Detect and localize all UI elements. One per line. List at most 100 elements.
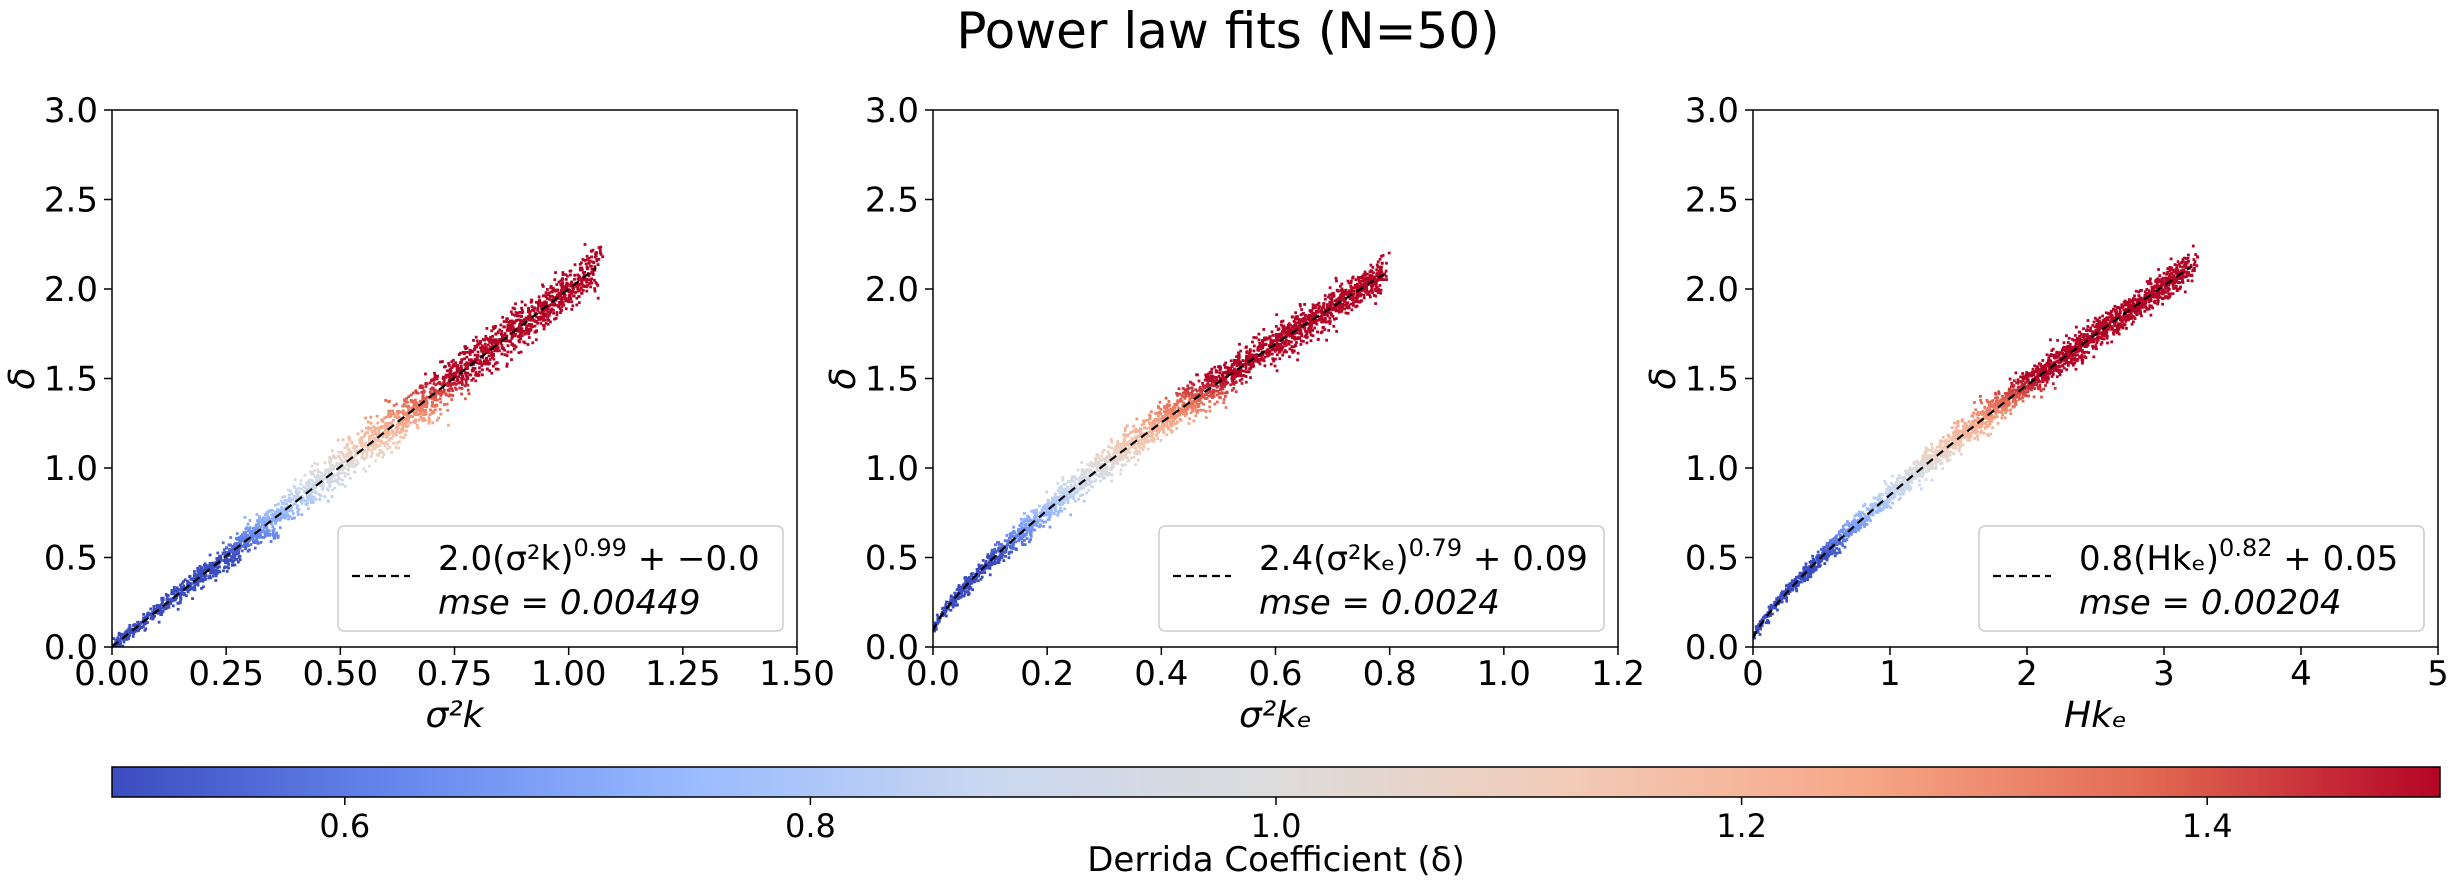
scatter-point: [1142, 445, 1146, 449]
scatter-point: [250, 537, 254, 541]
scatter-point: [474, 379, 478, 383]
scatter-point: [518, 314, 521, 318]
scatter-point: [546, 306, 550, 310]
scatter-point: [282, 501, 285, 505]
scatter-point: [1135, 430, 1138, 434]
scatter-point: [1018, 524, 1022, 527]
scatter-point: [1022, 520, 1026, 524]
scatter-point: [518, 323, 521, 327]
scatter-point: [295, 506, 299, 510]
scatter-point: [474, 373, 477, 377]
scatter-point: [1090, 463, 1093, 466]
scatter-point: [990, 552, 993, 556]
scatter-point: [1150, 425, 1154, 429]
scatter-point: [317, 470, 321, 474]
scatter-point: [1023, 512, 1026, 515]
scatter-point: [372, 437, 376, 440]
scatter-point: [1309, 339, 1313, 343]
scatter-point: [1079, 477, 1082, 480]
scatter-point: [1330, 306, 1333, 310]
scatter-point: [1221, 391, 1224, 395]
scatter-point: [1218, 368, 1222, 372]
scatter-point: [586, 258, 589, 262]
scatter-point: [1125, 456, 1129, 459]
scatter-point: [453, 386, 457, 390]
scatter-point: [209, 568, 213, 572]
scatter-point: [355, 463, 359, 467]
scatter-point: [425, 405, 429, 409]
scatter-point: [193, 572, 197, 576]
scatter-point: [1047, 503, 1050, 507]
scatter-point: [1224, 361, 1228, 365]
scatter-point: [280, 506, 283, 509]
scatter-point: [1305, 332, 1309, 336]
scatter-point: [365, 452, 369, 456]
scatter-point: [1069, 492, 1072, 496]
scatter-point: [555, 313, 559, 317]
scatter-point: [161, 600, 164, 604]
scatter-point: [1300, 332, 1303, 335]
scatter-point: [1188, 402, 1192, 406]
scatter-point: [1023, 534, 1027, 538]
scatter-point: [1154, 412, 1157, 415]
scatter-point: [208, 562, 212, 565]
scatter-point: [568, 284, 572, 288]
scatter-point: [1163, 417, 1166, 420]
scatter-point: [1110, 456, 1114, 459]
scatter-point: [364, 469, 368, 473]
scatter-point: [1013, 531, 1017, 535]
scatter-point: [142, 613, 145, 616]
scatter-point: [228, 554, 231, 557]
scatter-point: [1079, 494, 1082, 497]
x-tick-label: 0.75: [417, 654, 493, 694]
scatter-point: [1335, 279, 1338, 283]
scatter-point: [132, 632, 136, 635]
scatter-point: [1056, 496, 1059, 499]
scatter-point: [1264, 336, 1268, 340]
scatter-point: [540, 311, 543, 315]
scatter-point: [1107, 459, 1111, 462]
scatter-point: [380, 426, 384, 430]
scatter-point: [944, 603, 948, 607]
scatter-point: [1088, 468, 1092, 472]
scatter-point: [386, 435, 389, 439]
scatter-point: [1300, 339, 1303, 343]
scatter-point: [337, 471, 341, 475]
scatter-point: [290, 509, 294, 513]
scatter-point: [520, 300, 524, 304]
scatter-point: [385, 433, 388, 436]
scatter-point: [1180, 407, 1184, 411]
scatter-point: [1293, 337, 1297, 340]
scatter-point: [262, 536, 265, 539]
scatter-point: [1061, 478, 1065, 482]
scatter-point: [416, 413, 420, 417]
scatter-point: [1252, 344, 1256, 348]
scatter-point: [1340, 290, 1344, 294]
scatter-point: [177, 588, 181, 592]
scatter-point: [1110, 466, 1113, 470]
scatter-point: [255, 536, 259, 540]
scatter-point: [1143, 419, 1147, 423]
scatter-point: [522, 340, 526, 344]
scatter-point: [225, 546, 228, 550]
scatter-point: [290, 517, 294, 521]
scatter-point: [366, 431, 369, 434]
scatter-point: [1248, 358, 1251, 362]
scatter-point: [399, 435, 403, 439]
scatter-point: [136, 620, 139, 624]
scatter-point: [1082, 481, 1086, 485]
scatter-point: [1303, 303, 1306, 306]
scatter-point: [192, 581, 196, 585]
scatter-point: [1292, 349, 1296, 353]
scatter-point: [1178, 392, 1182, 396]
scatter-point: [373, 430, 377, 434]
scatter-point: [1299, 343, 1303, 346]
scatter-point: [1349, 291, 1352, 295]
scatter-point: [480, 364, 484, 367]
scatter-point: [1225, 391, 1229, 395]
scatter-point: [1369, 269, 1373, 273]
scatter-point: [1156, 411, 1160, 415]
scatter-point: [366, 420, 370, 424]
scatter-point: [543, 294, 546, 298]
